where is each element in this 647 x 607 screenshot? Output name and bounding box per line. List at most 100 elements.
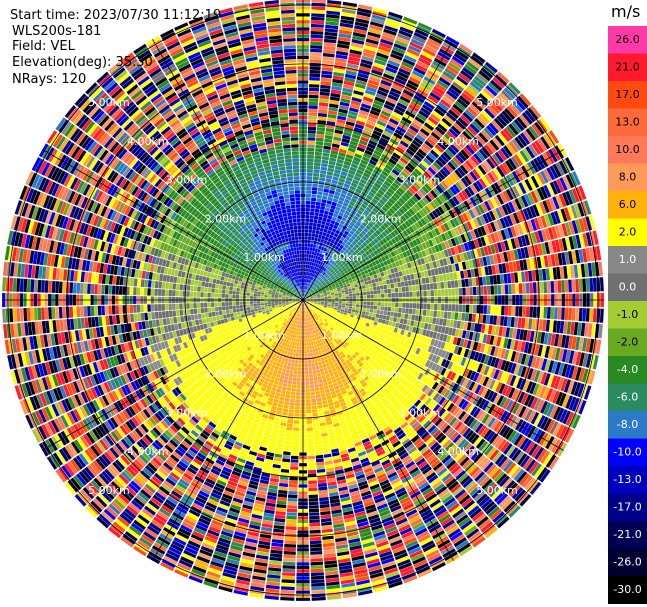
velocity-gate (334, 274, 338, 278)
velocity-gate (305, 271, 307, 276)
velocity-gate (381, 231, 388, 238)
velocity-gate (368, 271, 373, 277)
velocity-gate (341, 138, 350, 144)
velocity-gate (324, 38, 337, 44)
velocity-gate (585, 308, 590, 322)
velocity-gate (320, 202, 326, 207)
velocity-gate (356, 14, 370, 21)
velocity-gate (335, 57, 347, 63)
velocity-gate (363, 218, 370, 225)
velocity-gate (462, 67, 475, 78)
velocity-gate (439, 274, 444, 282)
velocity-gate (338, 302, 342, 305)
velocity-gate (518, 306, 523, 317)
velocity-gate (471, 101, 483, 112)
velocity-gate (339, 148, 347, 154)
velocity-gate (318, 277, 322, 281)
velocity-gate (450, 159, 459, 169)
velocity-gate (435, 83, 447, 93)
velocity-gate (342, 296, 346, 299)
velocity-gate (366, 305, 371, 309)
velocity-gate (312, 229, 316, 234)
velocity-gate (307, 283, 309, 287)
velocity-gate (320, 286, 325, 289)
velocity-gate (489, 102, 501, 114)
velocity-gate (364, 315, 369, 319)
velocity-gate (323, 247, 328, 252)
velocity-gate (314, 358, 318, 363)
velocity-gate (494, 134, 505, 147)
velocity-gate (342, 246, 347, 252)
velocity-gate (470, 55, 484, 67)
velocity-gate (382, 32, 396, 40)
velocity-gate (398, 173, 407, 181)
velocity-gate (329, 189, 335, 195)
velocity-gate (469, 287, 473, 296)
velocity-gate (372, 231, 379, 238)
velocity-gate (363, 209, 370, 216)
velocity-gate (385, 177, 394, 185)
velocity-gate (329, 263, 333, 268)
velocity-gate (357, 209, 363, 215)
velocity-gate (336, 226, 342, 232)
velocity-gate (345, 154, 354, 160)
velocity-gate (304, 243, 308, 247)
velocity-gate (313, 274, 317, 278)
velocity-gate (351, 227, 357, 233)
velocity-gate (347, 233, 353, 238)
velocity-gate (472, 168, 481, 179)
velocity-gate (368, 191, 375, 198)
velocity-gate (501, 284, 505, 295)
velocity-gate (383, 212, 391, 220)
velocity-gate (426, 310, 431, 317)
velocity-gate (543, 281, 548, 294)
velocity-gate (307, 130, 316, 134)
velocity-gate (306, 413, 312, 417)
velocity-gate (599, 277, 604, 292)
velocity-gate (347, 173, 355, 179)
velocity-gate (385, 66, 398, 74)
velocity-gate (389, 90, 400, 99)
velocity-gate (379, 137, 389, 144)
velocity-gate (416, 60, 430, 70)
velocity-gate (304, 363, 309, 368)
velocity-gate (371, 279, 376, 284)
velocity-gate (423, 171, 432, 180)
velocity-gate (307, 133, 316, 138)
velocity-gate (371, 106, 382, 113)
velocity-gate (304, 293, 306, 297)
velocity-gate (357, 251, 362, 257)
velocity-gate (339, 22, 354, 28)
velocity-gate (327, 114, 337, 119)
velocity-gate (342, 202, 349, 207)
velocity-gate (531, 123, 542, 137)
velocity-gate (306, 165, 314, 170)
velocity-gate (307, 272, 310, 276)
velocity-gate (486, 105, 498, 117)
velocity-gate (456, 320, 461, 329)
velocity-gate (418, 209, 426, 218)
velocity-gate (476, 72, 489, 84)
velocity-gate (372, 216, 379, 223)
velocity-gate (340, 193, 347, 199)
velocity-gate (358, 181, 366, 188)
velocity-gate (354, 21, 369, 28)
velocity-gate (322, 276, 327, 281)
velocity-gate (315, 458, 324, 463)
velocity-gate (338, 293, 342, 296)
velocity-gate (305, 264, 308, 269)
velocity-gate (480, 162, 490, 173)
velocity-gate (305, 222, 309, 226)
velocity-gate (342, 134, 351, 140)
velocity-gate (307, 291, 310, 295)
velocity-gate (351, 39, 365, 45)
velocity-gate (340, 236, 345, 242)
velocity-gate (391, 288, 395, 293)
velocity-gate (311, 251, 315, 255)
velocity-gate (383, 193, 391, 200)
velocity-gate (413, 168, 423, 177)
velocity-gate (308, 279, 310, 283)
velocity-gate (309, 377, 314, 382)
velocity-gate (307, 335, 310, 339)
velocity-gate (316, 369, 321, 374)
